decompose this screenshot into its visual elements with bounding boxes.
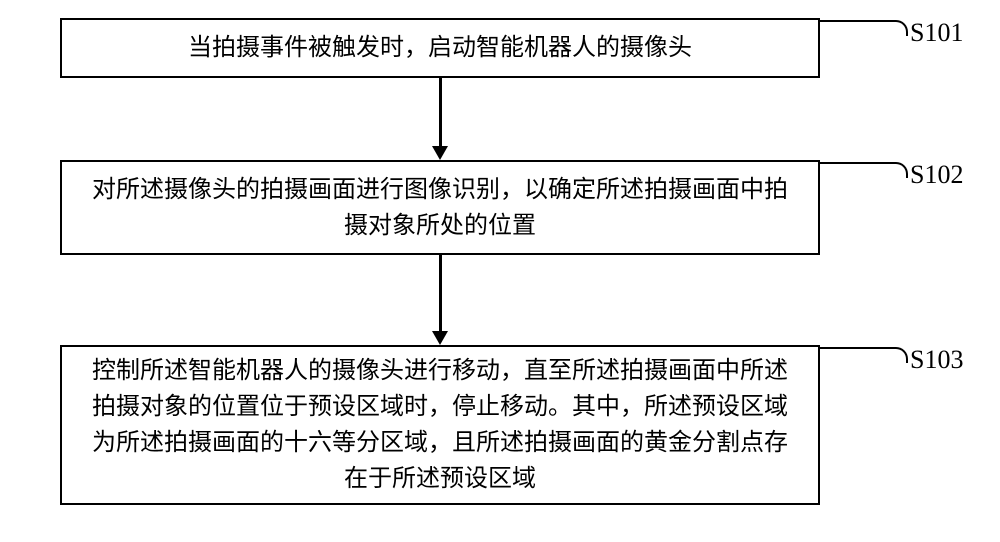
step-label-s103: S103	[910, 345, 963, 375]
label-connector-s102	[820, 162, 908, 178]
step-label-s102: S102	[910, 160, 963, 190]
label-connector-s103	[820, 347, 908, 363]
step-text-s103: 控制所述智能机器人的摄像头进行移动，直至所述拍摄画面中所述拍摄对象的位置位于预设…	[82, 353, 798, 497]
step-text-s102: 对所述摄像头的拍摄画面进行图像识别，以确定所述拍摄画面中拍摄对象所处的位置	[82, 172, 798, 244]
step-box-s103: 控制所述智能机器人的摄像头进行移动，直至所述拍摄画面中所述拍摄对象的位置位于预设…	[60, 345, 820, 505]
arrow-head-1	[432, 146, 448, 160]
arrow-line-1	[439, 78, 442, 146]
step-text-s101: 当拍摄事件被触发时，启动智能机器人的摄像头	[188, 30, 692, 66]
arrow-head-2	[432, 331, 448, 345]
step-box-s102: 对所述摄像头的拍摄画面进行图像识别，以确定所述拍摄画面中拍摄对象所处的位置	[60, 160, 820, 255]
step-label-s101: S101	[910, 18, 963, 48]
arrow-line-2	[439, 255, 442, 331]
label-connector-s101	[820, 20, 908, 36]
flowchart-container: 当拍摄事件被触发时，启动智能机器人的摄像头 S101 对所述摄像头的拍摄画面进行…	[0, 0, 1000, 542]
step-box-s101: 当拍摄事件被触发时，启动智能机器人的摄像头	[60, 18, 820, 78]
